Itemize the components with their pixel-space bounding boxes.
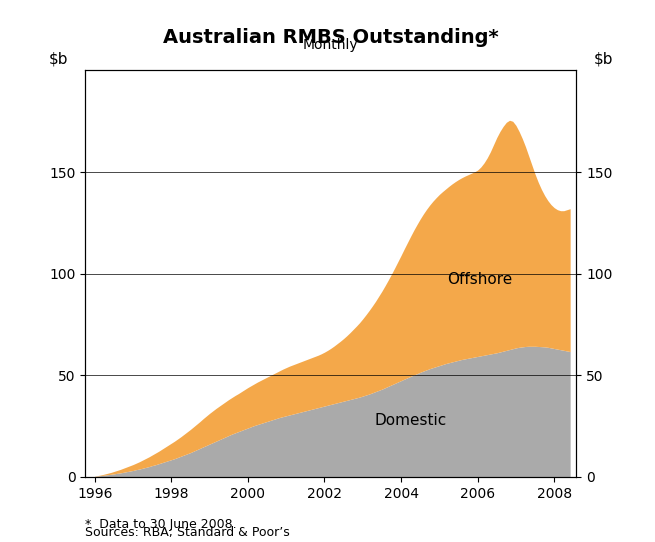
Text: Monthly: Monthly: [303, 38, 358, 52]
Text: *  Data to 30 June 2008.: * Data to 30 June 2008.: [85, 518, 236, 531]
Text: Sources: RBA; Standard & Poor’s: Sources: RBA; Standard & Poor’s: [85, 526, 290, 539]
Text: Domestic: Domestic: [374, 412, 447, 428]
Text: Offshore: Offshore: [447, 272, 512, 287]
Text: $b: $b: [48, 51, 68, 66]
Title: Australian RMBS Outstanding*: Australian RMBS Outstanding*: [163, 28, 498, 47]
Text: $b: $b: [593, 51, 613, 66]
